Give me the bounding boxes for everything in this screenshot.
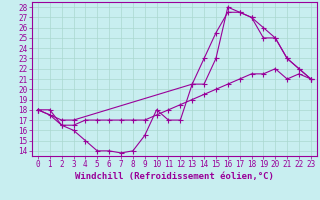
X-axis label: Windchill (Refroidissement éolien,°C): Windchill (Refroidissement éolien,°C) (75, 172, 274, 181)
